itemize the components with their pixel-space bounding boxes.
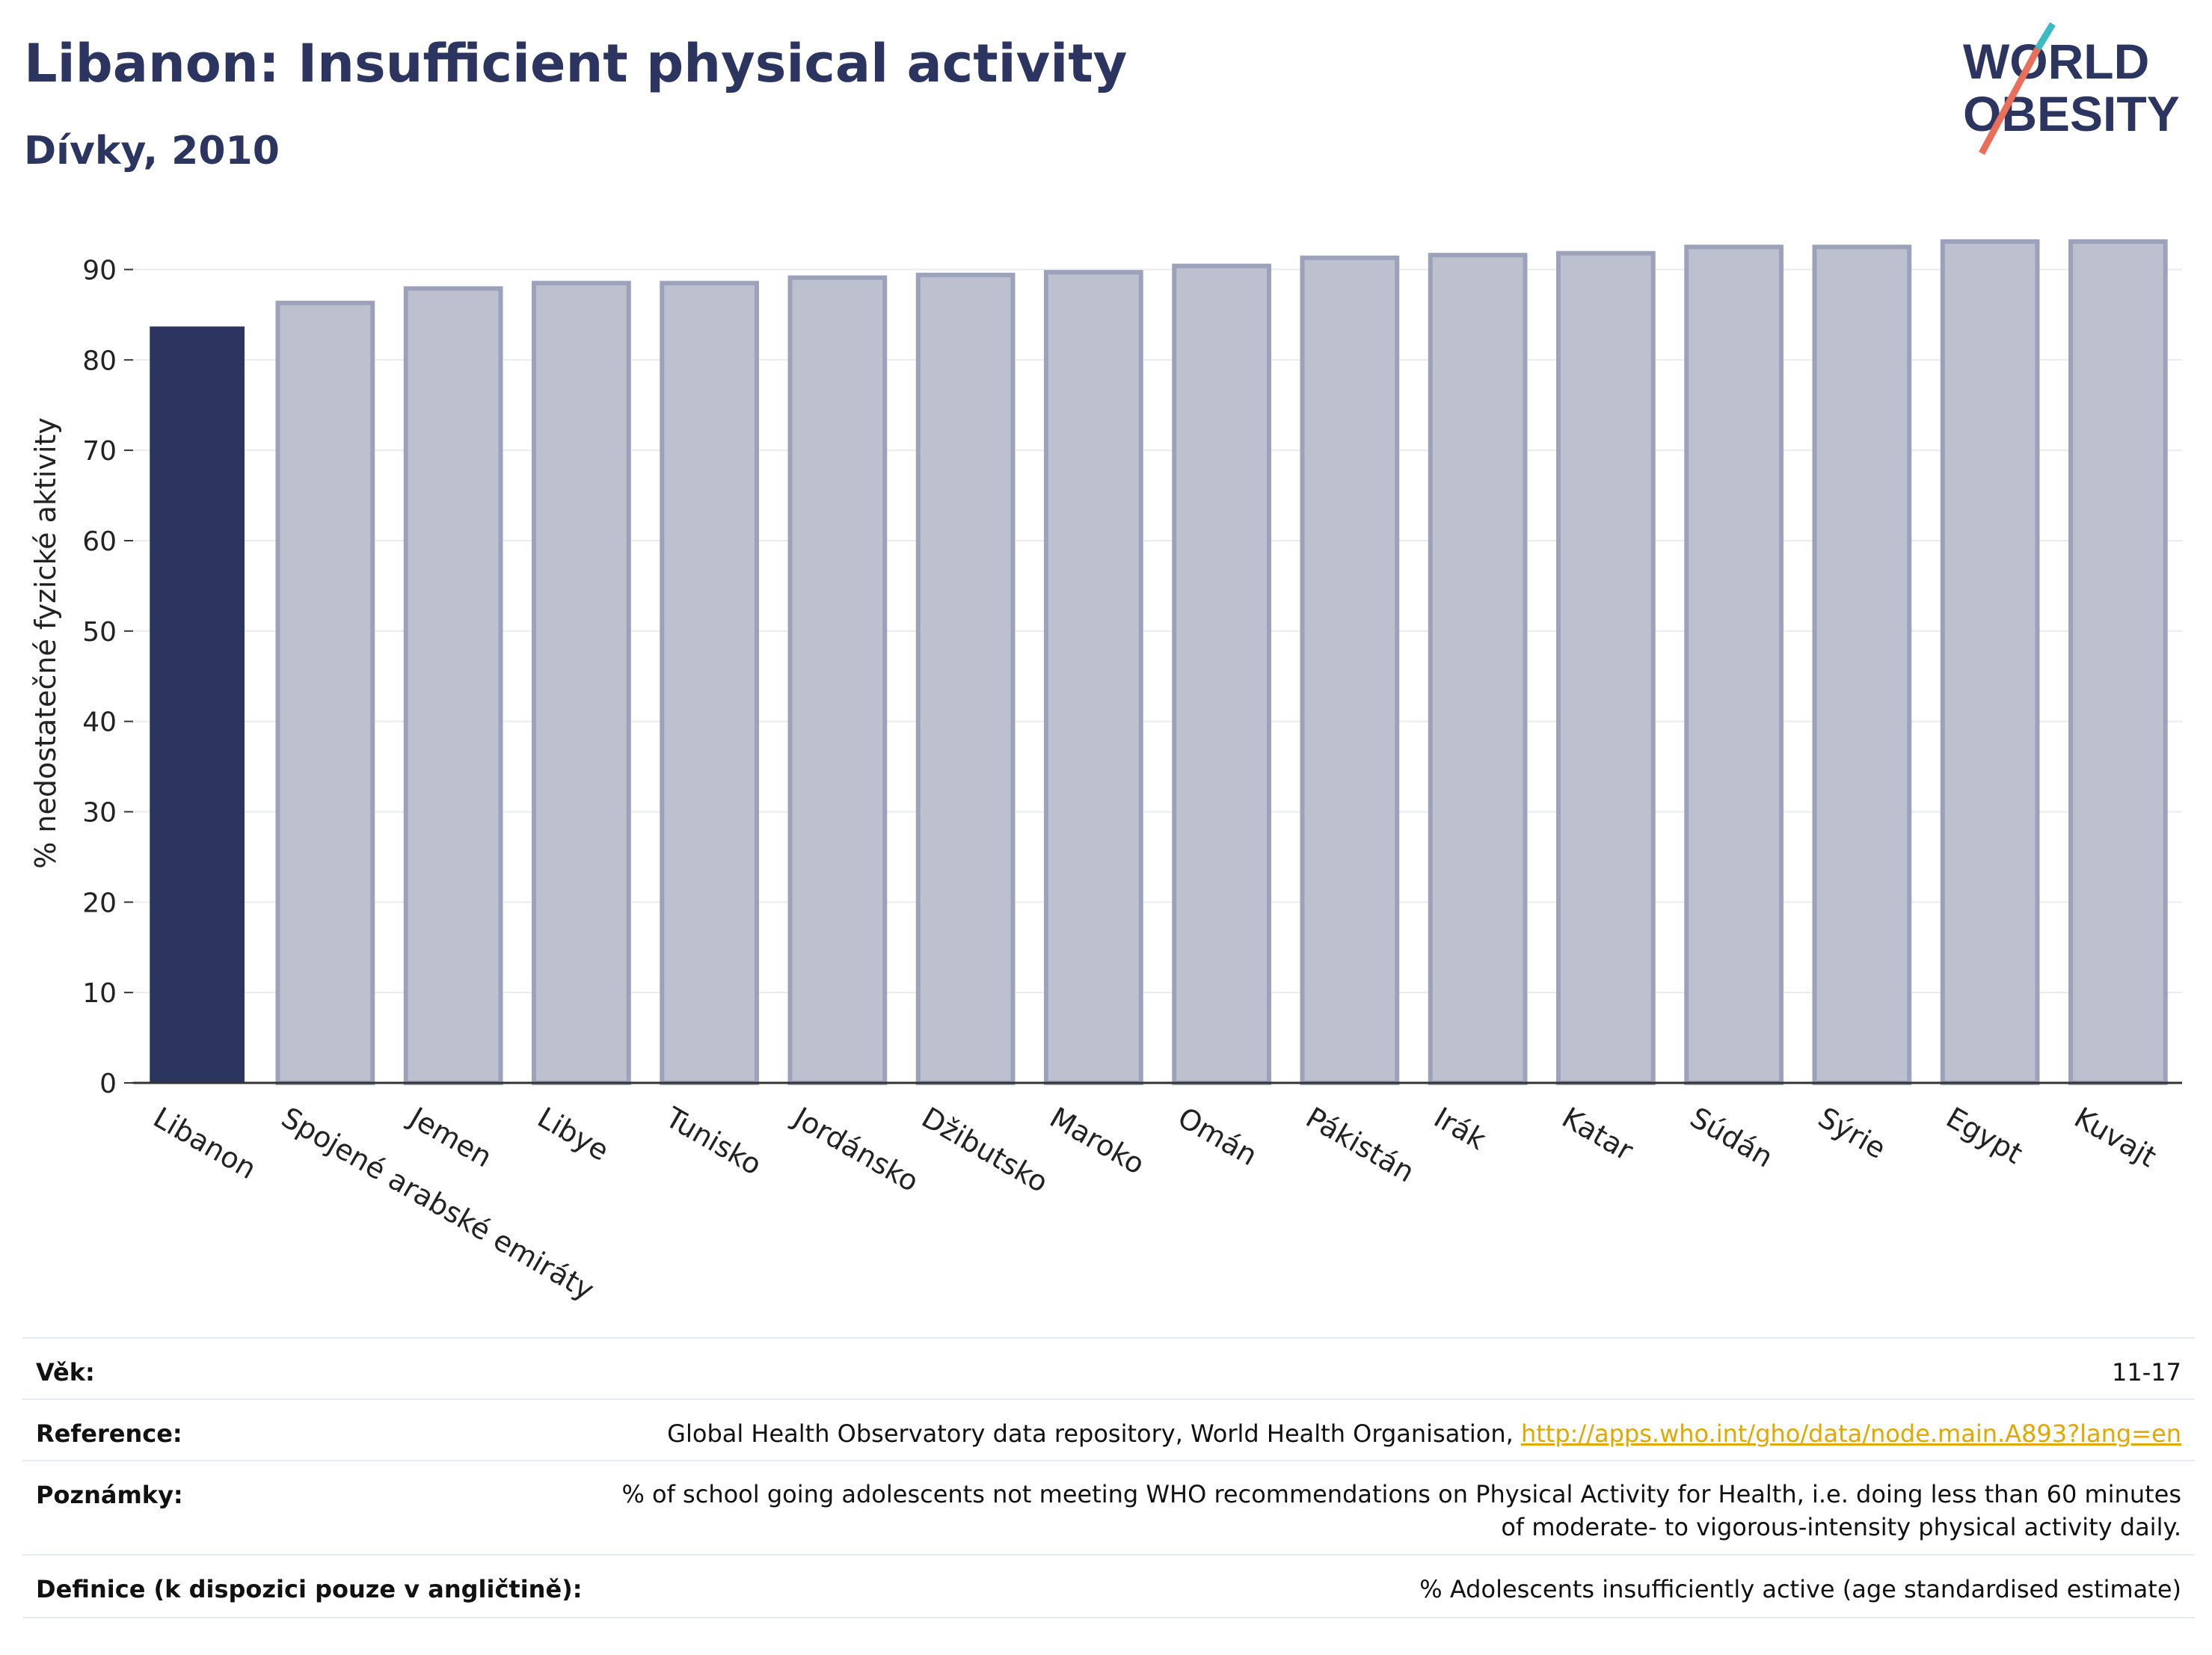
x-tick-label: Maroko xyxy=(1045,1101,1151,1181)
chart-title: Libanon: Insufficient physical activity xyxy=(24,33,1128,94)
reference-link[interactable]: http://apps.who.int/gho/data/node.main.A… xyxy=(1520,1419,2181,1448)
age-label: Věk: xyxy=(36,1358,95,1387)
bar-12 xyxy=(1556,251,1656,1086)
meta-row-reference: Reference: Global Health Observatory dat… xyxy=(22,1398,2195,1461)
y-tick-label: 50 xyxy=(82,617,117,648)
bar-6 xyxy=(787,275,888,1085)
bar-4 xyxy=(532,280,631,1085)
y-tick-label: 40 xyxy=(82,707,117,738)
y-tick-label: 90 xyxy=(82,255,117,286)
meta-row-age: Věk: 11-17 xyxy=(22,1337,2195,1400)
y-tick-label: 30 xyxy=(82,797,117,828)
x-tick-label: Katar xyxy=(1557,1101,1639,1167)
bar-16 xyxy=(2068,239,2168,1086)
bar-15 xyxy=(1940,239,2040,1086)
bar-13 xyxy=(1684,245,1784,1085)
reference-value: Global Health Observatory data repositor… xyxy=(667,1419,2181,1448)
x-tick-label: Pákistán xyxy=(1300,1101,1420,1189)
reference-text: Global Health Observatory data repositor… xyxy=(667,1419,1521,1448)
logo-line2: OBESITY xyxy=(1963,86,2180,141)
y-tick-label: 10 xyxy=(82,978,117,1009)
metadata-table: Věk: 11-17 Reference: Global Health Obse… xyxy=(22,1337,2195,1621)
notes-value: % of school going adolescents not meetin… xyxy=(621,1480,2181,1541)
age-value: 11-17 xyxy=(2112,1358,2181,1387)
x-tick-label: Libanon xyxy=(148,1101,262,1185)
logo-slash-red xyxy=(1979,46,2041,156)
chart-subtitle: Dívky, 2010 xyxy=(24,129,280,174)
bar-9 xyxy=(1172,263,1271,1085)
logo-line1: WORLD xyxy=(1963,34,2149,89)
x-tick-label: Egypt xyxy=(1941,1101,2028,1170)
y-tick-label: 60 xyxy=(82,526,117,557)
bars xyxy=(150,239,2168,1086)
meta-row-definition: Definice (k dispozici pouze v angličtině… xyxy=(22,1554,2195,1618)
bar-10 xyxy=(1300,255,1400,1086)
x-tick-label: Džibutsko xyxy=(916,1101,1054,1199)
bar-3 xyxy=(403,286,503,1086)
meta-row-notes: Poznámky: % of school going adolescents … xyxy=(22,1460,2195,1556)
bar-2 xyxy=(275,301,375,1085)
y-axis-label: % nedostatečné fyzické aktivity xyxy=(29,417,62,869)
bar-1 xyxy=(150,326,245,1083)
logo-slash-teal xyxy=(2035,22,2056,51)
reference-label: Reference: xyxy=(36,1419,182,1448)
y-tick-label: 80 xyxy=(82,346,117,376)
y-tick-label: 0 xyxy=(99,1069,117,1099)
y-tick-label: 70 xyxy=(82,436,117,467)
bar-7 xyxy=(915,272,1016,1085)
x-tick-label: Kuvajt xyxy=(2069,1101,2162,1173)
x-tick-label: Irák xyxy=(1428,1101,1491,1156)
x-tick-label: Libye xyxy=(532,1101,615,1167)
world-obesity-logo: WORLD OBESITY xyxy=(1963,22,2180,156)
bar-5 xyxy=(660,280,759,1085)
x-tick-label: Jemen xyxy=(403,1100,498,1174)
bar-11 xyxy=(1428,253,1528,1085)
bar-14 xyxy=(1812,245,1912,1085)
x-tick-label: Tunisko xyxy=(660,1100,767,1182)
x-tick-label: Súdán xyxy=(1685,1101,1779,1174)
x-tick-label: Jordánsko xyxy=(787,1100,924,1198)
notes-label: Poznámky: xyxy=(36,1481,183,1509)
x-tick-label: Omán xyxy=(1173,1101,1263,1172)
x-tick-label: Sýrie xyxy=(1813,1101,1891,1165)
y-tick-label: 20 xyxy=(82,888,117,918)
definition-label: Definice (k dispozici pouze v angličtině… xyxy=(36,1575,583,1603)
definition-value: % Adolescents insufficiently active (age… xyxy=(1419,1575,2181,1603)
bar-8 xyxy=(1044,270,1143,1086)
